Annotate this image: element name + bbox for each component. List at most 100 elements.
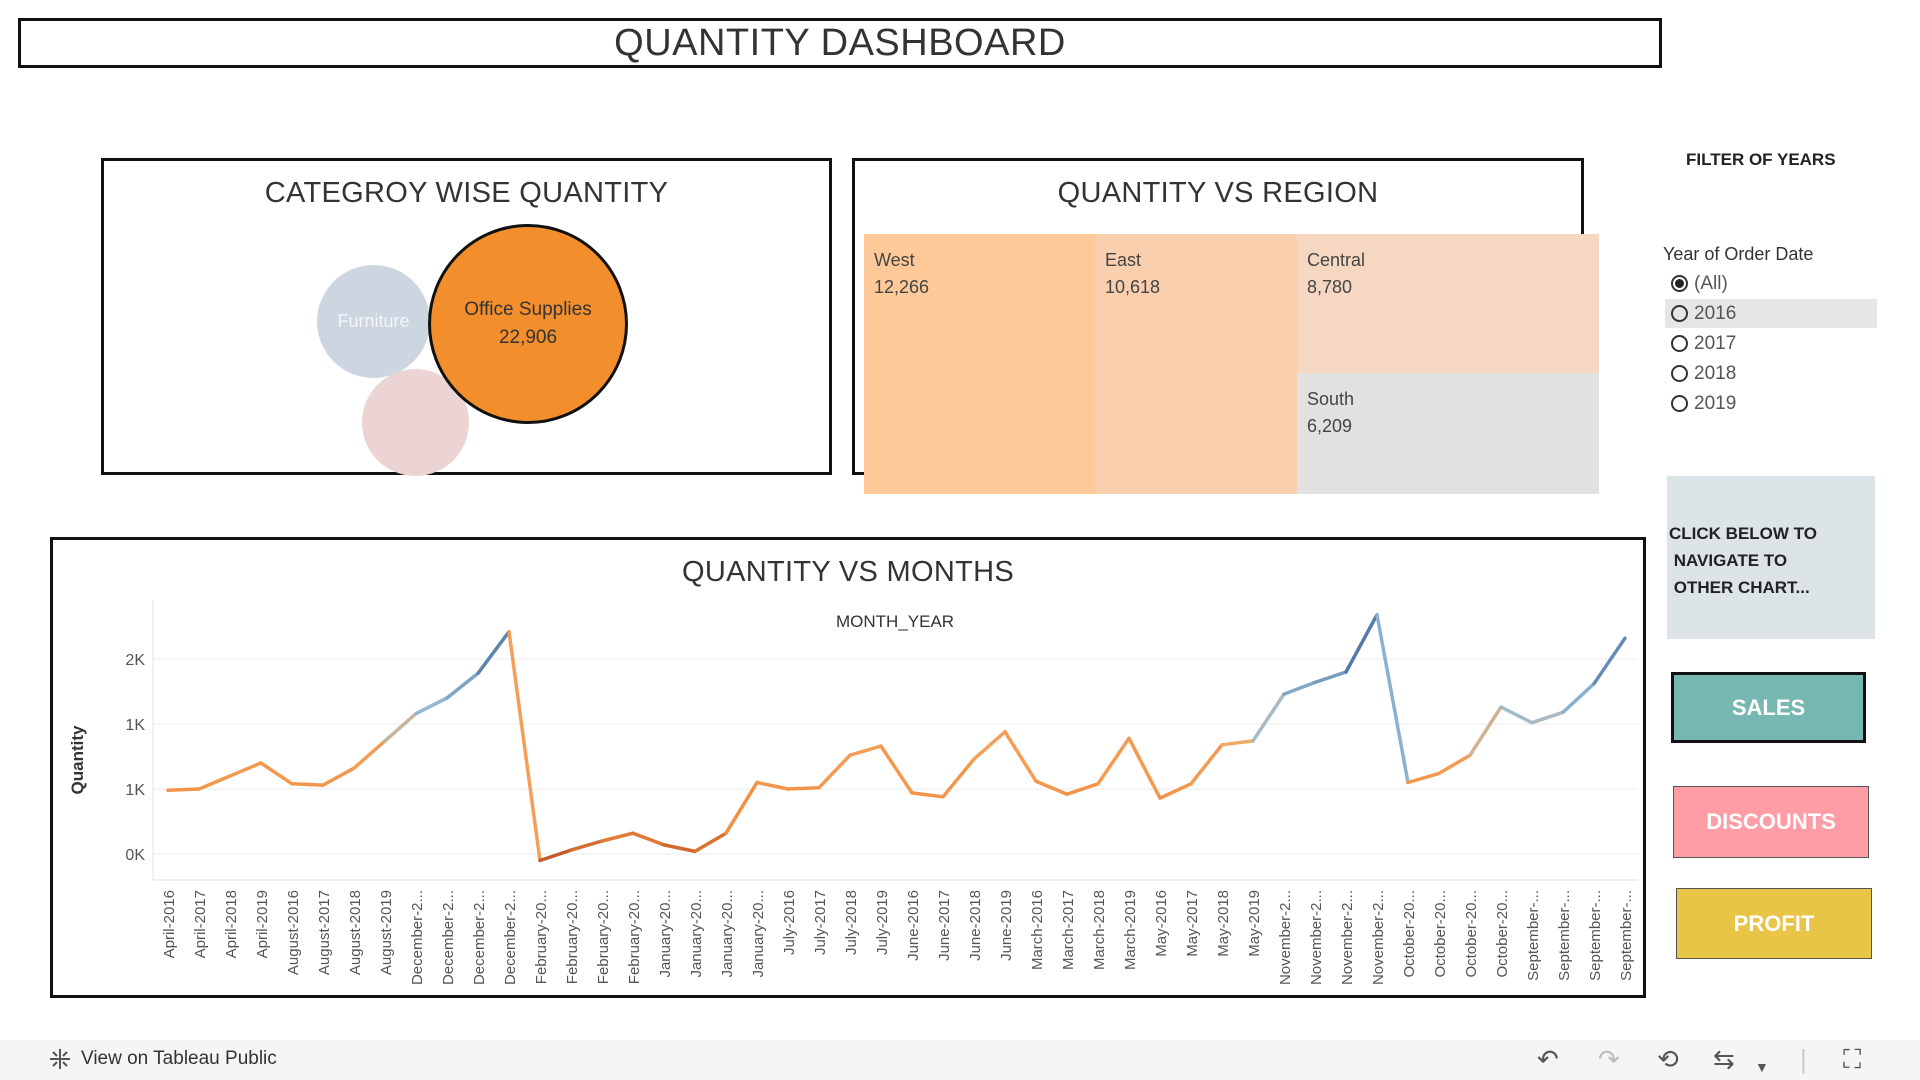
line-chart-subtitle: MONTH_YEAR [836, 612, 955, 631]
treemap-tile-west[interactable]: West 12,266 [864, 234, 1113, 494]
line-segment [383, 711, 418, 743]
category-bubble-panel: CATEGROY WISE QUANTITY Furniture Office … [101, 158, 832, 476]
x-tick-label: February-20... [595, 890, 612, 984]
x-tick-label: January-20... [719, 890, 736, 978]
fullscreen-icon[interactable]: ⛶ [1843, 1044, 1862, 1074]
x-tick-label: January-20... [657, 890, 674, 978]
tableau-logo-icon [50, 1049, 70, 1069]
line-segment [1313, 670, 1348, 685]
sales-button[interactable]: SALES [1671, 672, 1866, 743]
radio-option-2018[interactable]: 2018 [1665, 359, 1877, 388]
radio-option-label: 2017 [1694, 332, 1737, 354]
x-tick-label: May-2016 [1153, 890, 1170, 957]
x-tick-label: April-2019 [254, 890, 271, 958]
line-segment [1499, 705, 1534, 725]
x-tick-label: September-... [1556, 890, 1573, 981]
line-segment [848, 744, 883, 757]
months-line-chart-panel: QUANTITY VS MONTHS [50, 537, 1646, 998]
line-segment [786, 785, 821, 791]
x-tick-label: March-2018 [1091, 890, 1108, 970]
redo-icon[interactable]: ↷ [1598, 1044, 1620, 1074]
x-tick-label: May-2018 [1215, 890, 1232, 957]
x-tick-label: July-2017 [812, 890, 829, 955]
line-chart-svg: 0K 1K 1K 2K Quantity April-2016 April-2017 Apri… [68, 600, 1638, 985]
x-tick-label: August-2019 [378, 890, 395, 975]
x-tick-label: December-2... [471, 890, 488, 985]
x-tick-label: August-2017 [316, 890, 333, 975]
tile-region-value: 12,266 [874, 277, 930, 297]
line-segment [1282, 680, 1317, 696]
x-tick-label: July-2019 [874, 890, 891, 955]
x-tick-label: January-20... [688, 890, 705, 978]
line-segment [600, 831, 635, 843]
navigation-note: CLICK BELOW TO NAVIGATE TO OTHER CHART..… [1667, 476, 1875, 639]
view-on-tableau-link[interactable]: View on Tableau Public [48, 1047, 277, 1071]
line-segment [569, 839, 604, 852]
line-segment [1251, 692, 1286, 743]
radio-option-label: 2018 [1694, 362, 1737, 384]
x-tick-label: March-2019 [1122, 890, 1139, 970]
undo-icon[interactable]: ↶ [1537, 1044, 1559, 1074]
x-tick-label: February-20... [533, 890, 550, 984]
discounts-button[interactable]: DISCOUNTS [1673, 786, 1869, 858]
x-tick-label: July-2018 [843, 890, 860, 955]
y-tick-label: 1K [125, 782, 145, 799]
line-segment [290, 782, 325, 787]
line-segment [817, 753, 852, 790]
x-tick-label: April-2016 [161, 890, 178, 958]
tile-region-label: Central [1307, 250, 1366, 270]
radio-selected-icon [1671, 275, 1688, 292]
y-axis-label: Quantity [68, 725, 87, 794]
line-segment [1220, 739, 1255, 747]
y-tick-label: 2K [125, 652, 145, 669]
line-segment [1003, 730, 1038, 783]
x-tick-label: March-2016 [1029, 890, 1046, 970]
x-tick-label: November-2... [1308, 890, 1325, 985]
chevron-down-icon[interactable]: ▼ [1755, 1059, 1769, 1075]
line-segment [1034, 779, 1069, 796]
line-segment [1096, 736, 1131, 786]
tile-region-label: South [1307, 389, 1355, 409]
region-treemap-panel: QUANTITY VS REGION West 12,266 East 10,6… [852, 158, 1599, 494]
line-segment [910, 791, 945, 799]
bubble-office-supplies[interactable]: Office Supplies 22,906 [428, 224, 628, 424]
x-tick-label: January-20... [750, 890, 767, 978]
x-tick-label: September-... [1587, 890, 1604, 981]
radio-option-2019[interactable]: 2019 [1665, 389, 1877, 418]
y-tick-label: 0K [125, 847, 145, 864]
profit-button[interactable]: PROFIT [1676, 888, 1872, 959]
radio-option-label: 2019 [1694, 392, 1737, 414]
radio-option-all[interactable]: (All) [1665, 269, 1877, 298]
radio-option-2017[interactable]: 2017 [1665, 329, 1877, 358]
radio-empty-icon [1671, 365, 1688, 382]
x-tick-label: December-2... [502, 890, 519, 985]
treemap-tile-south[interactable]: South 6,209 [1297, 373, 1599, 494]
x-tick-label: June-2019 [998, 890, 1015, 961]
treemap-tile-central[interactable]: Central 8,780 [1297, 234, 1599, 397]
bubble-furniture[interactable]: Furniture [317, 265, 430, 378]
tile-region-label: West [874, 250, 915, 270]
line-segment [228, 761, 263, 778]
x-tick-label: September-... [1525, 890, 1542, 981]
x-tick-label: December-2... [440, 890, 457, 985]
nav-note-line: NAVIGATE TO [1669, 551, 1788, 570]
treemap-tile-east[interactable]: East 10,618 [1095, 234, 1315, 494]
line-segment [879, 744, 914, 795]
line-segment [414, 696, 449, 716]
refresh-icon[interactable]: ⇆ [1713, 1044, 1735, 1074]
revert-icon[interactable]: ⟲ [1657, 1044, 1679, 1074]
line-segment [1592, 636, 1627, 686]
radio-option-2016[interactable]: 2016 [1665, 299, 1877, 328]
line-segment [538, 848, 573, 863]
x-tick-label: October-20... [1463, 890, 1480, 978]
bubble-office-supplies-label: Office Supplies [464, 299, 592, 320]
filter-title: FILTER OF YEARS [1686, 150, 1836, 169]
x-tick-label: November-2... [1339, 890, 1356, 985]
divider: | [1800, 1044, 1807, 1074]
line-segment [1437, 753, 1472, 776]
line-segment [662, 843, 697, 854]
x-tick-label: August-2016 [285, 890, 302, 975]
tile-region-value: 10,618 [1105, 277, 1161, 297]
line-segment [1344, 613, 1379, 674]
line-segment [972, 730, 1007, 761]
